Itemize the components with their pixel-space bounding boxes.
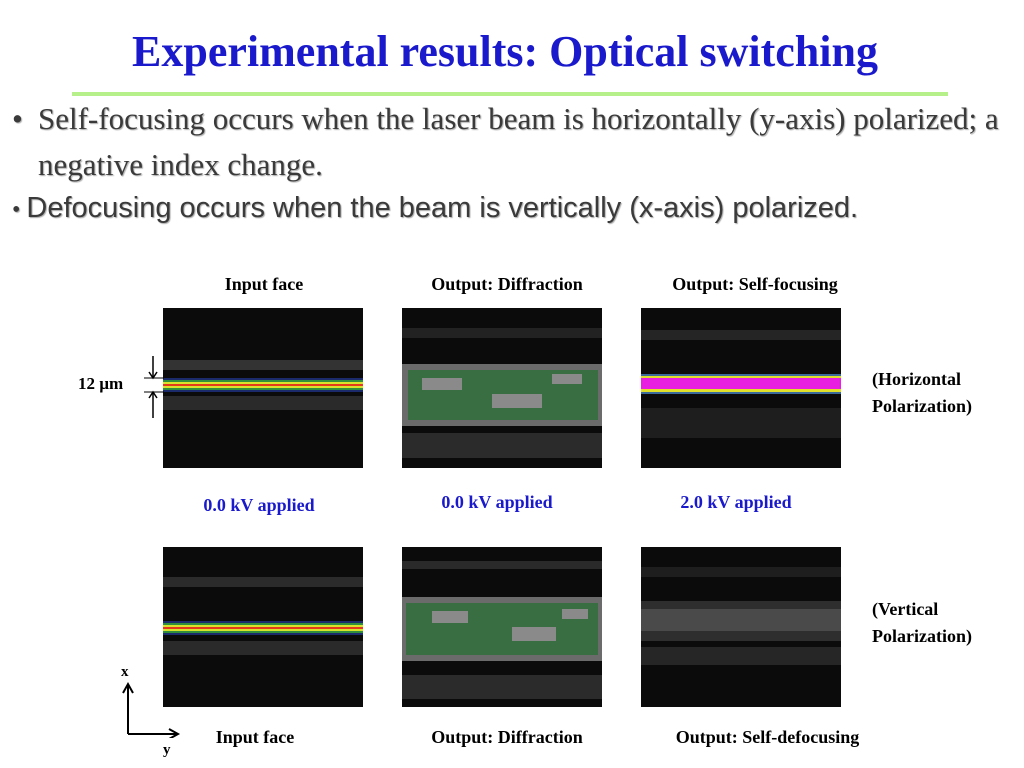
row-label-vertical-line1: (Vertical (872, 599, 939, 619)
axis-label-x: x (121, 664, 129, 680)
header-output-self-defocusing: Output: Self-defocusing (675, 727, 860, 747)
voltage-label-self-focusing: 2.0 kV applied (680, 492, 792, 512)
row-label-vertical: (Vertical Polarization) (872, 596, 972, 650)
header-input-face-top: Input face (224, 274, 304, 294)
bullet-defocusing: • Defocusing occurs when the beam is vert… (12, 190, 1024, 228)
beam-image-defocused (641, 567, 841, 665)
image-output-diffraction-vertical (402, 547, 602, 707)
voltage-label-input: 0.0 kV applied (203, 495, 315, 515)
image-output-diffraction-horizontal (402, 308, 602, 468)
scale-label: 12 µm (78, 374, 124, 393)
scale-bar-marker (144, 356, 164, 418)
slide-title: Experimental results: Optical switching (132, 27, 878, 76)
beam-image-diffracted (402, 561, 602, 699)
image-input-face-vertical (163, 547, 363, 707)
row-label-vertical-line2: Polarization) (872, 626, 972, 646)
image-output-self-defocusing (641, 547, 841, 707)
title-underline (72, 92, 948, 96)
row-label-horizontal-line2: Polarization) (872, 396, 972, 416)
row-label-horizontal-line1: (Horizontal (872, 369, 961, 389)
beam-image-narrow (163, 577, 363, 655)
xy-axes-icon (122, 681, 181, 738)
bullet-text: Defocusing occurs when the beam is verti… (26, 192, 859, 224)
axis-label-y: y (163, 742, 171, 758)
image-output-self-focusing (641, 308, 841, 468)
header-output-diffraction-bottom: Output: Diffraction (431, 727, 583, 747)
row-label-horizontal: (Horizontal Polarization) (872, 366, 972, 420)
beam-image-diffracted (402, 328, 602, 458)
image-input-face-horizontal (163, 308, 363, 468)
bullet-dot: • (12, 101, 23, 136)
bullet-text: Self-focusing occurs when the laser beam… (38, 101, 999, 182)
header-input-face-bottom: Input face (215, 727, 295, 747)
voltage-label-diffraction: 0.0 kV applied (441, 492, 553, 512)
header-output-self-focusing: Output: Self-focusing (672, 274, 838, 294)
beam-image-narrow (163, 360, 363, 410)
header-output-diffraction-top: Output: Diffraction (431, 274, 583, 294)
bullet-dot: • (12, 197, 21, 223)
beam-image-focused (641, 330, 841, 438)
